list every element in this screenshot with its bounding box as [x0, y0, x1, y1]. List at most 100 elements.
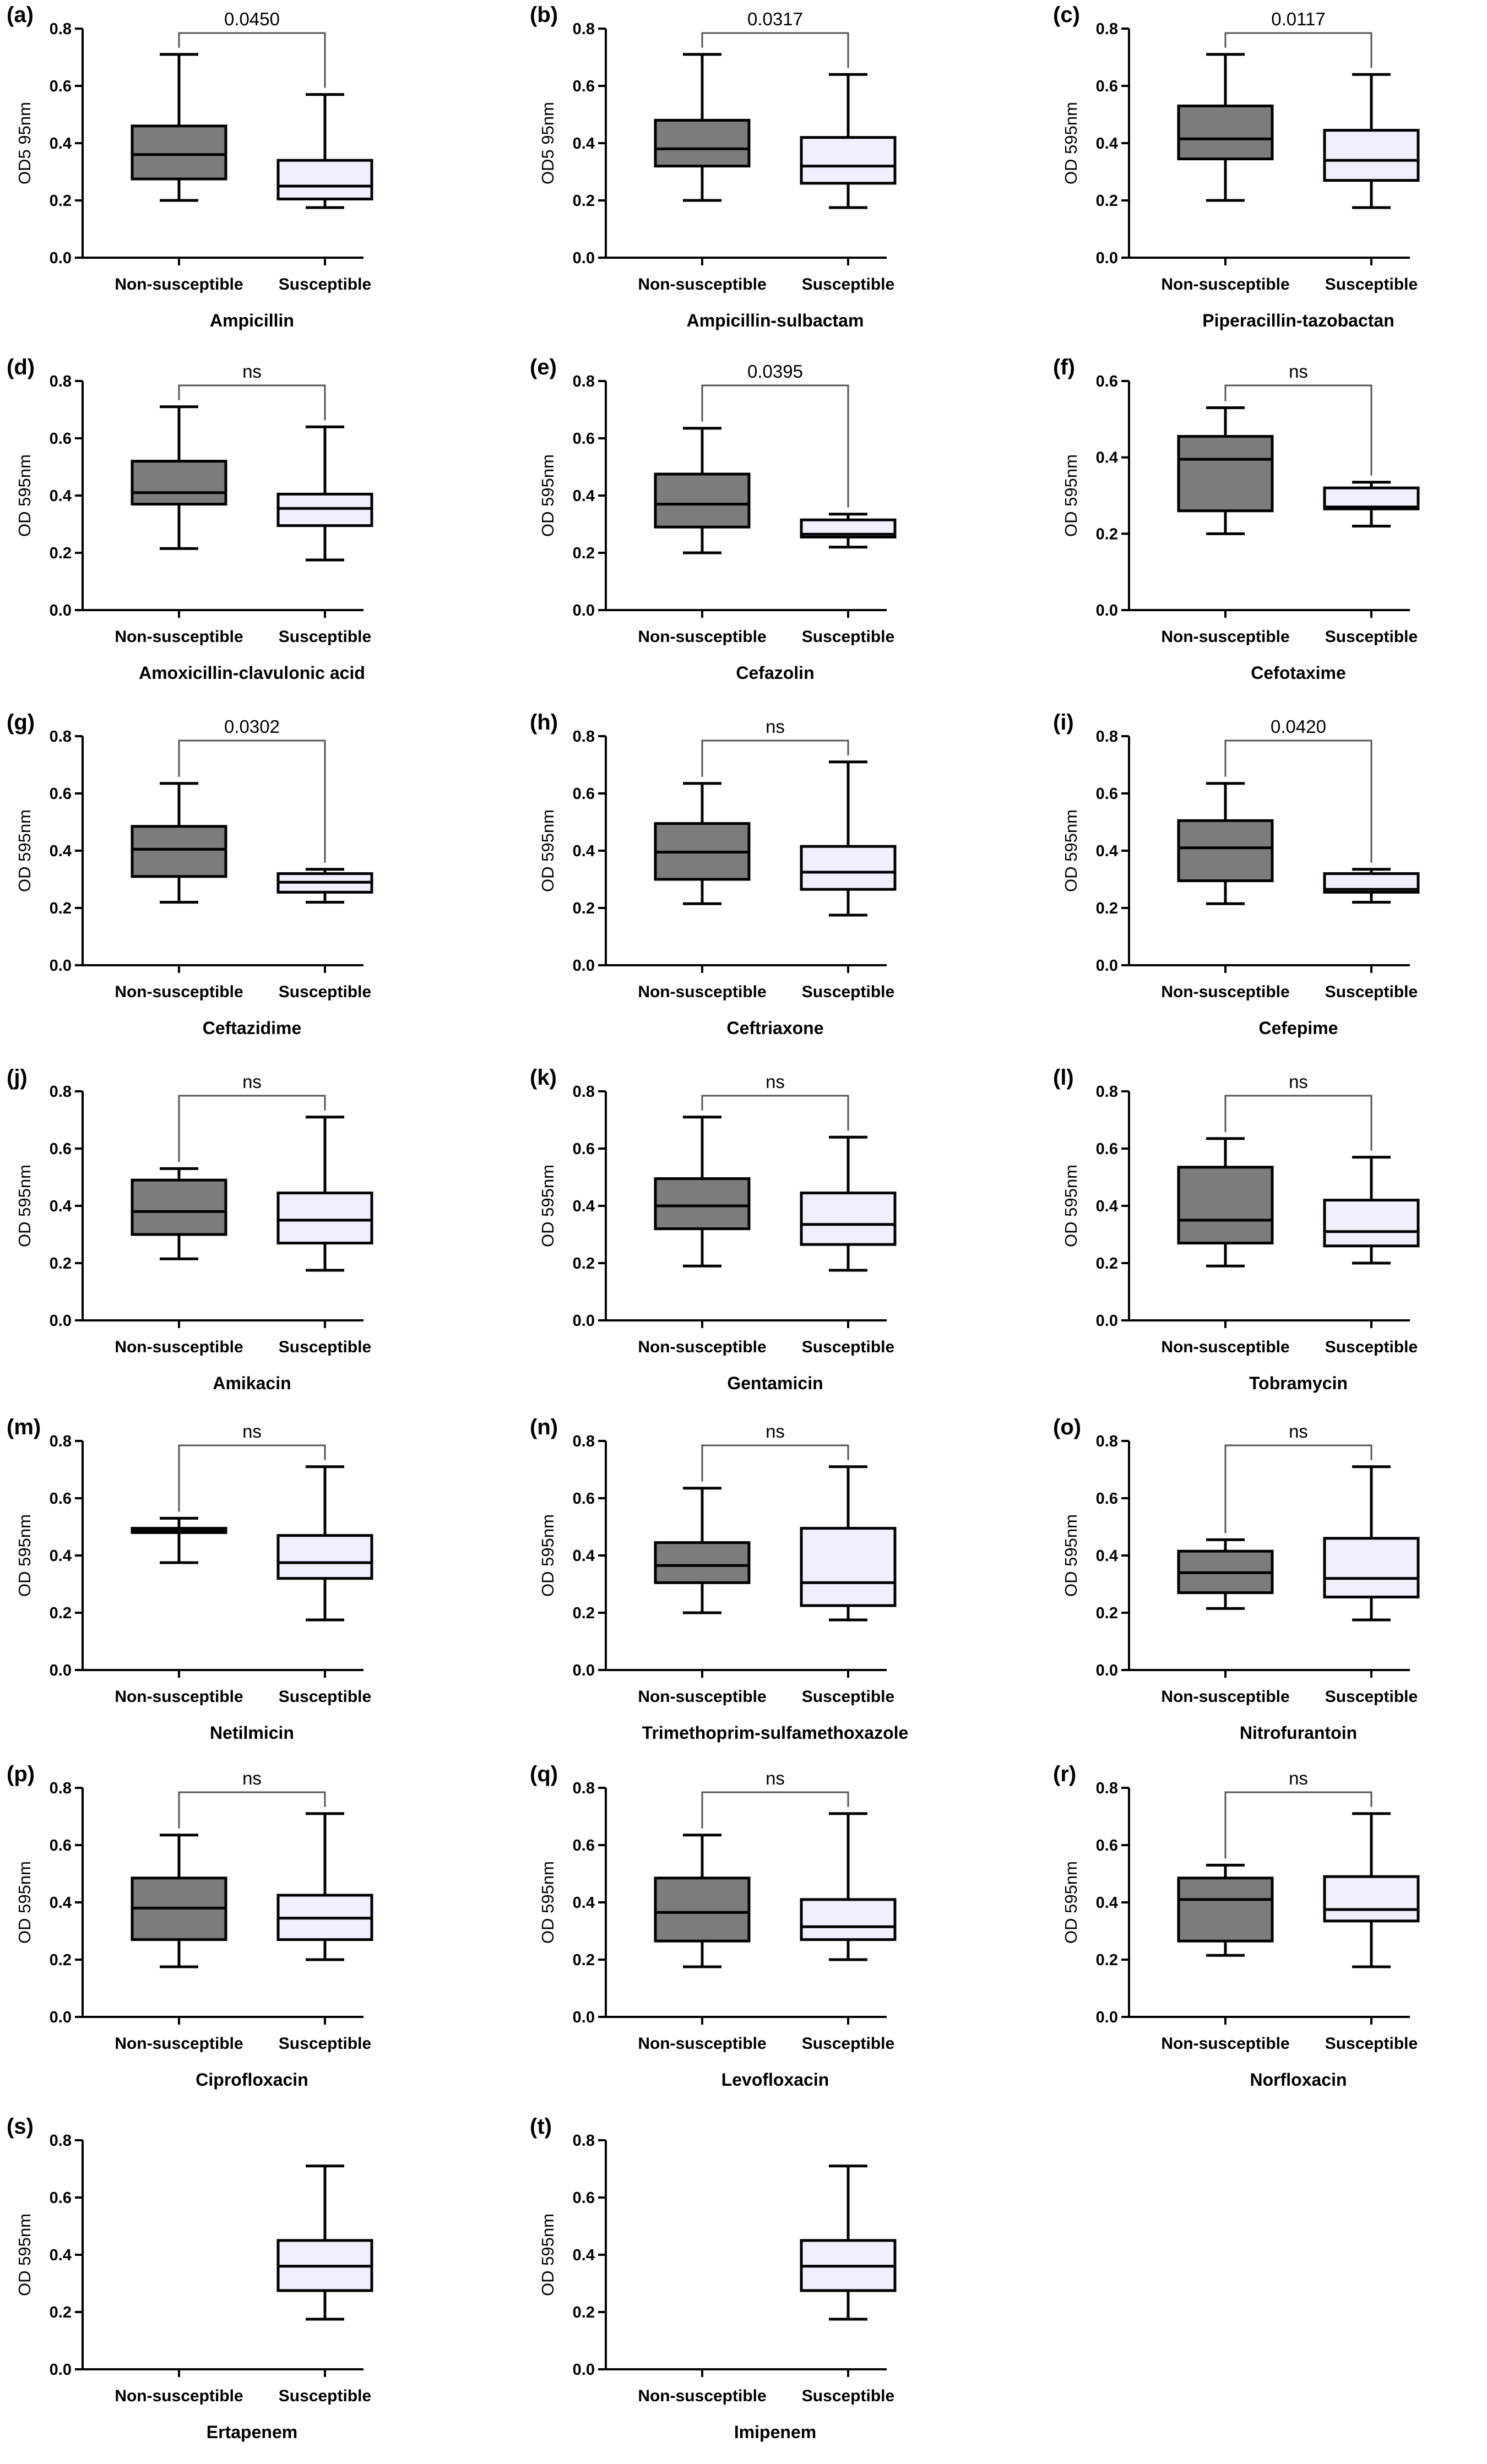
y-axis-label: OD 595nm	[1061, 102, 1081, 184]
chart-panel: (a) OD5 95nm 0.0 0.2 0.4 0.6 0.8 Non-susceptibl…	[0, 0, 496, 352]
y-tick-label: 0.4	[573, 1547, 595, 1565]
y-tick-label: 0.2	[50, 1255, 72, 1272]
antibiotic-title: Amikacin	[213, 1373, 291, 1393]
y-tick-label: 0.2	[573, 2304, 595, 2321]
y-tick-label: 0.8	[1096, 1433, 1118, 1450]
antibiotic-title: Ciprofloxacin	[196, 2070, 308, 2090]
panel-letter: (a)	[7, 3, 34, 27]
y-axis-label: OD 595nm	[15, 809, 34, 892]
x-category-label: Susceptible	[1325, 2035, 1418, 2053]
box-susceptible	[276, 425, 373, 562]
bracket-line	[1224, 384, 1372, 476]
y-axis-label: OD 595nm	[538, 454, 557, 537]
chart-svg: (c) OD 595nm 0.0 0.2 0.4 0.6 0.8 Non-susceptibl…	[1053, 3, 1420, 330]
significance-label: 0.0420	[1271, 716, 1326, 737]
x-category-label: Susceptible	[802, 2035, 894, 2053]
chart-svg: (m) OD 595nm 0.0 0.2 0.4 0.6 0.8 Non-susceptibl…	[7, 1415, 373, 1743]
y-tick-label: 0.4	[1096, 1198, 1118, 1215]
chart-svg: (g) OD 595nm 0.0 0.2 0.4 0.6 0.8 Non-susceptibl…	[7, 710, 373, 1038]
antibiotic-title: Piperacillin-tazobactan	[1202, 311, 1394, 330]
y-tick-label: 0.6	[573, 1140, 595, 1158]
y-tick-label: 0.8	[573, 1433, 595, 1450]
panel-letter: (t)	[530, 2114, 552, 2139]
interquartile-box	[276, 159, 373, 200]
bracket-line	[1224, 1444, 1372, 1533]
y-tick-label: 0.6	[573, 430, 595, 448]
x-category-label: Susceptible	[1325, 983, 1418, 1001]
x-category-label: Non-susceptible	[1161, 983, 1289, 1001]
significance-label: ns	[1289, 1071, 1308, 1092]
y-tick-label: 0.8	[1096, 1780, 1118, 1797]
significance-bracket: ns	[178, 1768, 326, 1829]
y-tick-label: 0.0	[573, 249, 595, 267]
antibiotic-title: Netilmicin	[210, 1723, 294, 1743]
x-category-label: Non-susceptible	[638, 1338, 766, 1356]
panel-letter: (c)	[1053, 3, 1080, 27]
box-non-susceptible	[131, 782, 227, 904]
significance-bracket: 0.0302	[178, 716, 326, 863]
y-tick-label: 0.2	[50, 900, 72, 917]
significance-bracket: ns	[1224, 1071, 1372, 1151]
x-category-label: Susceptible	[279, 275, 371, 293]
x-category-label: Susceptible	[802, 983, 894, 1001]
y-tick-label: 0.2	[1096, 192, 1118, 210]
interquartile-box	[654, 472, 751, 529]
y-tick-label: 0.0	[1096, 1662, 1118, 1679]
panel-letter: (o)	[1053, 1415, 1081, 1439]
significance-bracket: ns	[178, 1071, 326, 1162]
y-axis-label: OD 595nm	[1061, 1514, 1081, 1597]
y-tick-label: 0.2	[573, 1951, 595, 1969]
significance-bracket: ns	[1224, 361, 1372, 476]
y-axis-label: OD 595nm	[538, 1861, 557, 1944]
box-susceptible	[276, 93, 373, 209]
interquartile-box	[131, 124, 227, 181]
box-susceptible	[1323, 868, 1420, 904]
y-tick-label: 0.4	[1096, 1547, 1118, 1565]
chart-svg: (t) OD 595nm 0.0 0.2 0.4 0.6 0.8 Non-susceptibl…	[530, 2114, 897, 2442]
interquartile-box	[1177, 1166, 1274, 1245]
bracket-line	[1224, 1791, 1372, 1859]
interquartile-box	[131, 1178, 227, 1236]
chart-svg: (j) OD 595nm 0.0 0.2 0.4 0.6 0.8 Non-susceptibl…	[7, 1065, 373, 1393]
y-tick-label: 0.6	[573, 1490, 595, 1508]
significance-label: ns	[1289, 361, 1308, 382]
y-tick-label: 0.2	[50, 192, 72, 210]
y-tick-label: 0.0	[1096, 602, 1118, 619]
y-tick-label: 0.0	[50, 2361, 72, 2379]
panel-letter: (s)	[7, 2114, 34, 2139]
x-category-label: Susceptible	[1325, 275, 1418, 293]
significance-label: ns	[766, 1421, 785, 1442]
panel-letter: (f)	[1053, 355, 1075, 379]
y-tick-label: 0.0	[573, 1662, 595, 1679]
significance-label: 0.0317	[747, 9, 803, 29]
chart-svg: (n) OD 595nm 0.0 0.2 0.4 0.6 0.8 Non-susceptibl…	[530, 1415, 908, 1743]
significance-bracket: 0.0317	[701, 9, 849, 68]
chart-panel: (g) OD 595nm 0.0 0.2 0.4 0.6 0.8 Non-susceptibl…	[0, 708, 496, 1060]
y-tick-label: 0.0	[573, 602, 595, 619]
significance-bracket: ns	[178, 1421, 326, 1512]
significance-bracket: 0.0117	[1224, 9, 1372, 68]
significance-label: 0.0395	[747, 361, 803, 382]
y-tick-label: 0.4	[573, 2247, 595, 2264]
y-tick-label: 0.6	[1096, 1837, 1118, 1854]
significance-label: ns	[766, 1071, 785, 1092]
box-non-susceptible	[1177, 406, 1274, 535]
y-tick-label: 0.4	[573, 135, 595, 153]
box-susceptible	[1323, 73, 1420, 209]
bracket-line	[1224, 1095, 1372, 1151]
antibiotic-title: Imipenem	[734, 2422, 816, 2442]
y-tick-label: 0.2	[50, 1951, 72, 1969]
significance-bracket: 0.0395	[701, 361, 849, 508]
x-category-label: Non-susceptible	[115, 1688, 243, 1706]
x-category-label: Non-susceptible	[638, 275, 766, 293]
chart-panel: (c) OD 595nm 0.0 0.2 0.4 0.6 0.8 Non-susceptibl…	[1046, 0, 1487, 352]
x-category-label: Non-susceptible	[638, 2387, 766, 2405]
y-tick-label: 0.8	[573, 373, 595, 390]
bracket-line	[178, 1444, 326, 1512]
y-axis-label: OD5 95nm	[15, 102, 34, 184]
y-tick-label: 0.2	[1096, 1255, 1118, 1272]
interquartile-box	[800, 1898, 897, 1941]
y-tick-label: 0.8	[50, 2132, 72, 2150]
y-tick-label: 0.0	[1096, 249, 1118, 267]
interquartile-box	[276, 492, 373, 527]
